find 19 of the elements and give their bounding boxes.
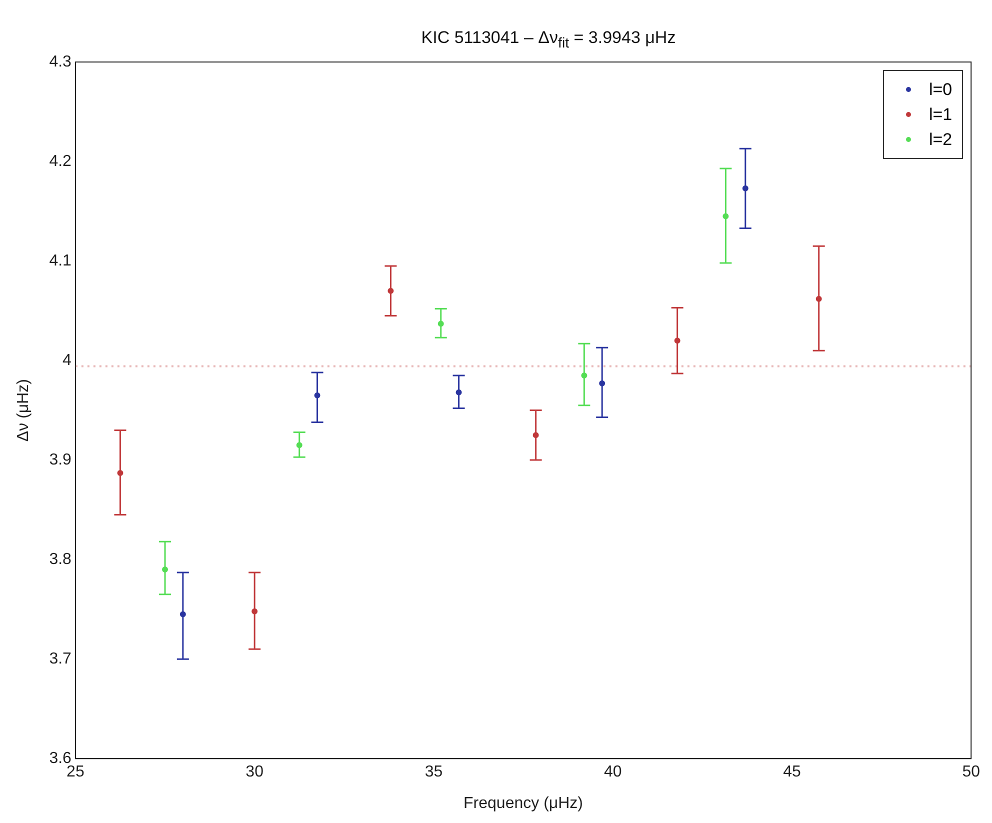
y-tick-label: 4.3 <box>49 53 72 70</box>
x-tick-label: 40 <box>604 764 622 781</box>
legend-label: l=2 <box>928 129 952 151</box>
x-axis-title: Frequency (μHz) <box>464 794 584 812</box>
x-tick-label: 30 <box>246 764 264 781</box>
y-tick-label: 4 <box>62 352 72 369</box>
y-tick-label: 3.7 <box>49 650 72 668</box>
x-tick-label: 45 <box>783 764 801 781</box>
legend-label: l=0 <box>928 79 952 101</box>
y-tick-label: 4.1 <box>49 252 72 270</box>
x-tick-label: 25 <box>66 764 84 781</box>
y-tick-label: 3.8 <box>49 550 72 568</box>
y-axis-title: Δν (μHz) <box>15 379 32 442</box>
x-tick-label: 50 <box>962 764 980 781</box>
chart-title: KIC 5113041 – Δν$_{fit}$ = 3.9943 μHz <box>420 28 677 52</box>
legend-label: l=1 <box>928 104 952 126</box>
y-tick-label: 3.9 <box>49 451 72 468</box>
x-tick-label: 35 <box>424 764 443 781</box>
y-tick-label: 4.2 <box>49 152 72 170</box>
